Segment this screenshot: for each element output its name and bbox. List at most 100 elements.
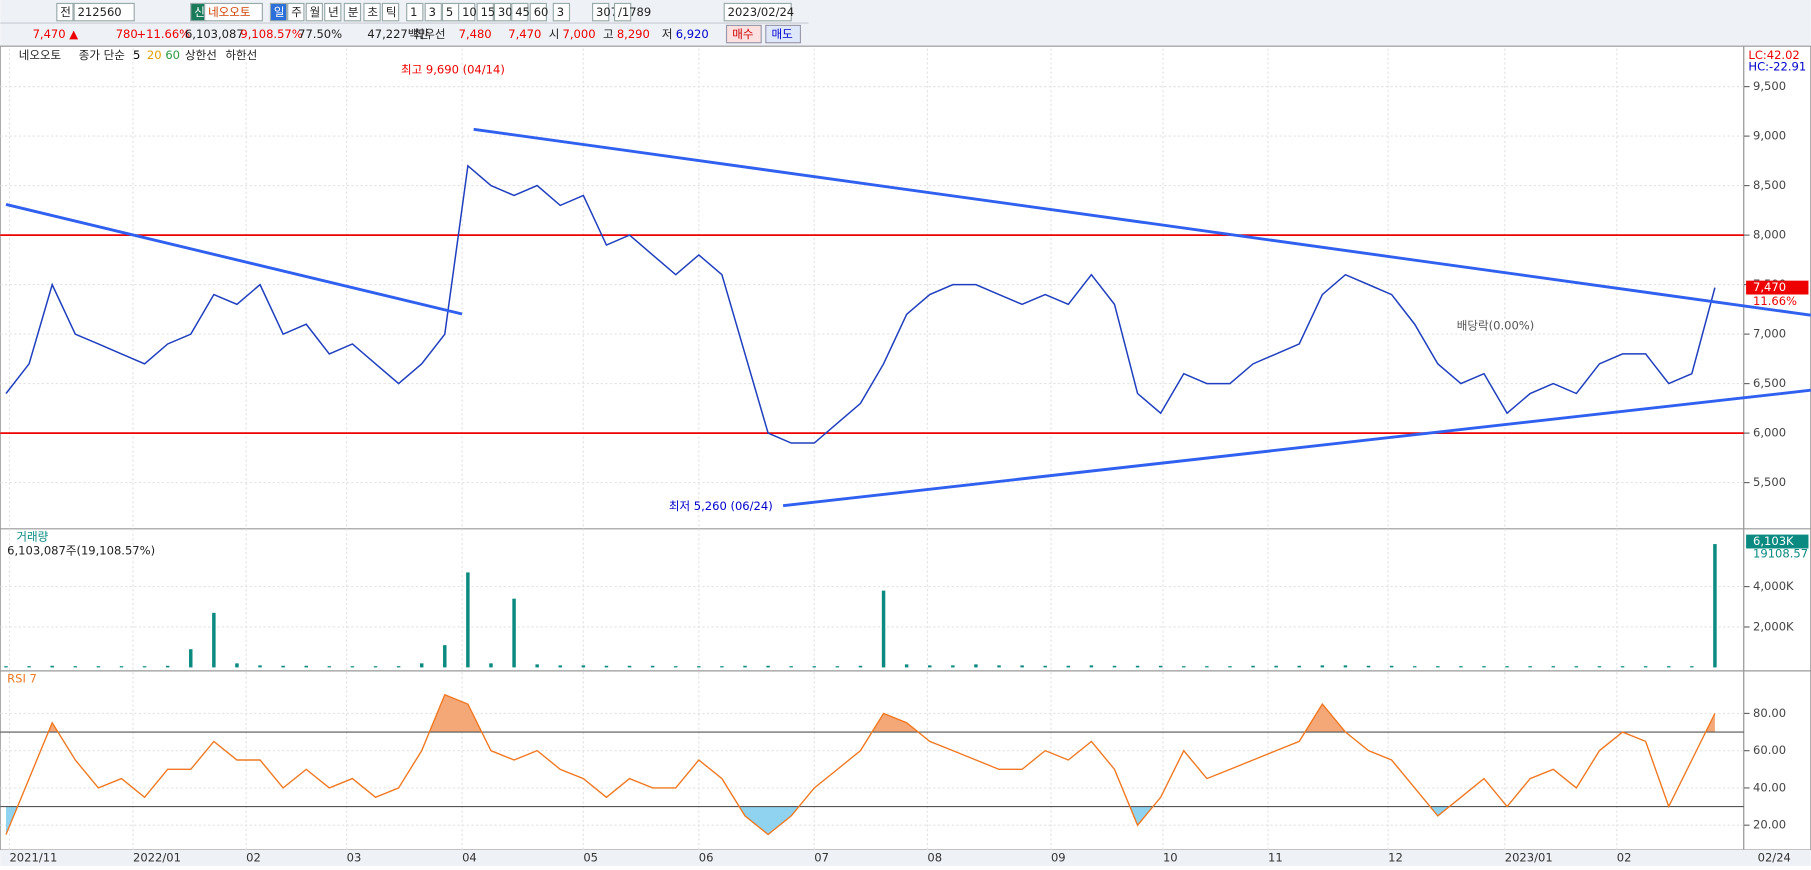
volume-bar — [1366, 665, 1371, 668]
panel-subtitle: 6,103,087주(19,108.57%) — [7, 543, 155, 557]
volume-bar — [373, 666, 378, 668]
quote-text: 고 — [603, 27, 614, 41]
toolbar-box[interactable] — [406, 2, 424, 22]
toolbar-text[interactable]: 틱 — [386, 5, 397, 19]
volume-bar — [73, 666, 78, 668]
volume-bar — [743, 665, 747, 668]
volume-bar — [1182, 666, 1186, 668]
volume-tag — [1746, 534, 1809, 549]
y-tick-label: 6,500 — [1753, 376, 1786, 390]
volume-bar — [835, 666, 840, 668]
annotation: 최저 5,260 (06/24) — [669, 499, 773, 513]
volume-bar — [1436, 666, 1440, 668]
volume-bar — [489, 663, 493, 668]
volume-bar — [396, 666, 401, 668]
volume-bar — [1389, 665, 1394, 668]
volume-bar — [1343, 665, 1348, 668]
volume-bar — [1643, 666, 1648, 668]
volume-bar — [697, 666, 701, 668]
toolbar-text[interactable]: 분 — [348, 5, 359, 19]
volume-bar — [1205, 666, 1209, 668]
toolbar-text[interactable]: 30 — [498, 5, 513, 19]
toolbar-box[interactable] — [476, 2, 494, 22]
volume-bar — [165, 665, 170, 668]
panel-title: 거래량 — [16, 529, 48, 543]
volume-bar — [512, 598, 516, 668]
order-button[interactable] — [725, 24, 762, 44]
volume-bar — [535, 664, 539, 668]
x-axis-bg — [0, 849, 1811, 866]
x-tick-label: 02 — [246, 850, 261, 864]
x-tick-label: 11 — [1268, 850, 1283, 864]
volume-bar — [974, 664, 978, 668]
quote-text: 77.50% — [298, 27, 342, 41]
toolbar-box[interactable] — [529, 2, 547, 22]
toolbar-box[interactable] — [511, 2, 529, 22]
toolbar-box — [56, 2, 74, 22]
volume-bar — [1251, 665, 1255, 668]
toolbar-text[interactable]: 일 — [274, 5, 285, 19]
volume-bar — [235, 663, 239, 668]
legend-item: 네오오토 — [19, 48, 62, 62]
toolbar-text[interactable]: 주 — [291, 5, 302, 19]
toolbar-box[interactable] — [305, 2, 323, 22]
toolbar-box — [73, 2, 135, 22]
volume-bar — [1297, 665, 1301, 668]
volume-bar — [258, 665, 262, 668]
toolbar-text[interactable]: 10 — [462, 5, 477, 19]
toolbar-text[interactable]: 5 — [446, 5, 453, 19]
toolbar-text[interactable]: 15 — [481, 5, 496, 19]
toolbar-box[interactable] — [324, 2, 342, 22]
toolbar-box[interactable] — [343, 2, 362, 22]
quote-text[interactable]: 매도 — [772, 27, 794, 41]
toolbar-box[interactable] — [552, 2, 571, 22]
volume-bar — [558, 665, 562, 668]
toolbar-box — [613, 2, 632, 22]
toolbar-text[interactable]: 60 — [534, 5, 549, 19]
x-tick-label: 12 — [1388, 850, 1403, 864]
annotation: 최고 9,690 (04/14) — [401, 63, 505, 77]
volume-bar — [1135, 665, 1140, 668]
quote-text: 저 — [662, 27, 673, 41]
toolbar-text: /1789 — [618, 5, 651, 19]
x-tick-label: 10 — [1163, 850, 1178, 864]
toolbar-text[interactable]: 3 — [557, 5, 564, 19]
toolbar-box[interactable] — [381, 2, 400, 22]
price-line — [5, 164, 1716, 444]
toolbar-text[interactable]: 월 — [310, 5, 321, 19]
volume-bar — [1459, 666, 1463, 668]
quote-text: 780 — [116, 27, 138, 41]
y-tick-label: 20.00 — [1753, 818, 1786, 832]
volume-bar — [881, 590, 886, 668]
toolbar-text: 네오오토 — [208, 5, 251, 19]
quote-text[interactable]: 매수 — [732, 27, 753, 41]
y-tick-label: 8,500 — [1753, 178, 1786, 192]
toolbar-box[interactable] — [287, 2, 305, 22]
toolbar-box[interactable] — [424, 2, 442, 22]
toolbar-text[interactable]: 45 — [515, 5, 530, 19]
toolbar-box[interactable] — [269, 2, 288, 22]
volume-bar — [812, 666, 817, 668]
toolbar-text[interactable]: 초 — [367, 5, 378, 19]
volume-bar — [766, 665, 770, 668]
y-tick-label: 2,000K — [1753, 619, 1794, 633]
toolbar-box — [204, 2, 263, 22]
x-tick-label: 03 — [347, 850, 362, 864]
toolbar-box[interactable] — [363, 2, 381, 22]
y-tick-label: 9,000 — [1753, 129, 1786, 143]
toolbar-box[interactable] — [458, 2, 476, 22]
toolbar-text[interactable]: 년 — [328, 5, 339, 19]
quote-text: 9,108.57% — [240, 27, 302, 41]
legend-item: 종가 단순 — [79, 48, 125, 62]
volume-bar — [1089, 665, 1094, 668]
toolbar-box[interactable] — [493, 2, 512, 22]
toolbar-text[interactable]: 3 — [429, 5, 436, 19]
toolbar-text[interactable]: 1 — [410, 5, 417, 19]
volume-bar — [1112, 665, 1117, 668]
chart-area — [0, 45, 1745, 851]
price-axis-area — [1743, 45, 1811, 851]
order-button[interactable] — [765, 24, 802, 44]
volume-bar — [1505, 666, 1509, 668]
volume-tag-text: 6,103K — [1753, 534, 1794, 548]
volume-bar — [4, 666, 8, 668]
